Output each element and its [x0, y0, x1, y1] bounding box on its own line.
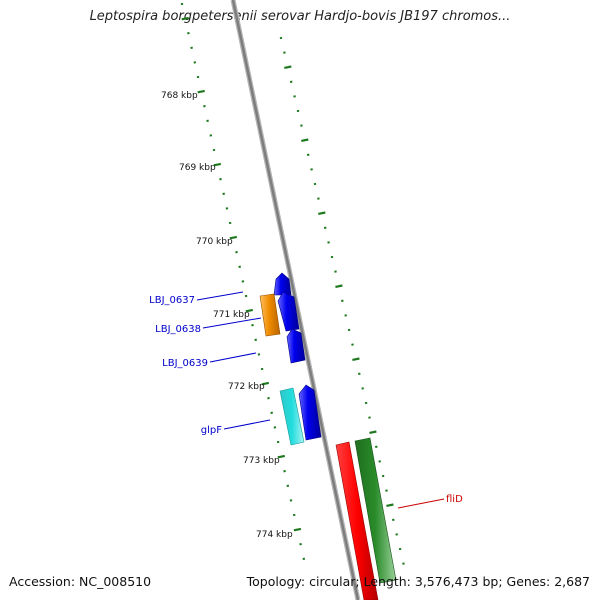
gene-feature-blue-near-glpf[interactable] — [298, 384, 322, 441]
ruler-label-771: 771 kbp — [213, 310, 250, 320]
ruler-label-772: 772 kbp — [228, 382, 265, 392]
ruler-label-770: 770 kbp — [196, 237, 233, 247]
left-track-major-tick — [245, 308, 254, 313]
connector-flid — [397, 498, 445, 509]
ruler-ticks-right — [279, 36, 405, 565]
left-track-major-tick — [261, 381, 270, 386]
gene-feature-lbj0639[interactable] — [286, 328, 306, 364]
gene-label-flid[interactable]: fliD — [446, 494, 463, 505]
ruler-label-773: 773 kbp — [243, 456, 280, 466]
map-title: Leptospira borgpetersenii serovar Hardjo… — [89, 9, 511, 24]
right-track-major-tick — [352, 357, 360, 361]
gene-feature-flid[interactable] — [354, 437, 397, 584]
right-track-major-tick — [386, 503, 394, 507]
right-track-major-tick — [369, 430, 377, 434]
left-track-major-tick — [277, 454, 286, 459]
right-track-major-tick — [318, 211, 326, 215]
ruler-label-774: 774 kbp — [256, 530, 293, 540]
gene-labels: LBJ_0637 LBJ_0638 LBJ_0639 glpF fliD — [149, 295, 463, 505]
gene-features — [259, 272, 397, 600]
gene-feature-lbj0638-blue[interactable] — [277, 291, 300, 332]
connector-lbj0639 — [209, 352, 257, 363]
gene-label-lbj0639[interactable]: LBJ_0639 — [162, 358, 208, 369]
left-track-major-tick — [229, 235, 238, 240]
right-track-major-tick — [335, 284, 343, 288]
ruler-label-769: 769 kbp — [179, 163, 216, 173]
left-track-major-tick — [213, 162, 222, 167]
label-connectors — [196, 291, 445, 509]
left-track-major-tick — [181, 16, 189, 21]
left-track-major-tick — [293, 527, 302, 532]
ruler-ticks-left — [180, 2, 306, 560]
gene-feature-glpf[interactable] — [279, 387, 305, 446]
gene-feature-red[interactable] — [335, 441, 379, 600]
topology-text: Topology: circular; Length: 3,576,473 bp… — [246, 574, 590, 589]
right-track-major-tick — [284, 65, 292, 69]
gene-label-lbj0637[interactable]: LBJ_0637 — [149, 295, 195, 306]
connector-glpf — [223, 419, 271, 430]
chromosome-backbone-core — [231, 0, 360, 600]
ruler-labels: 768 kbp 769 kbp 770 kbp 771 kbp 772 kbp … — [161, 91, 293, 540]
connector-lbj0637 — [196, 291, 244, 301]
gene-label-glpf[interactable]: glpF — [201, 425, 222, 436]
accession-text: Accession: NC_008510 — [9, 574, 152, 589]
gene-feature-lbj0638-orange[interactable] — [259, 293, 281, 337]
gene-label-lbj0638[interactable]: LBJ_0638 — [155, 324, 201, 335]
right-track-major-tick — [301, 138, 309, 142]
connector-lbj0638 — [202, 317, 262, 329]
ruler-label-768: 768 kbp — [161, 91, 198, 101]
left-track-major-tick — [197, 89, 205, 94]
